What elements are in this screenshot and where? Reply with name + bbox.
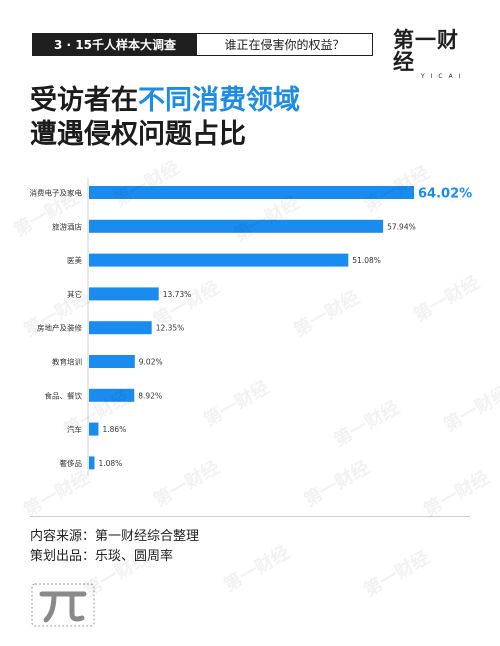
yicai-logo: 第一财经 YICAI [393,29,473,80]
value-label: 57.94% [387,222,416,231]
title-line2: 遭遇侵权问题占比 [30,119,246,150]
value-label: 8.92% [138,391,162,400]
watermark-text: 第一财经 [360,547,434,602]
category-label: 汽车 [67,424,82,434]
bar [89,422,99,436]
pi-icon [30,582,96,628]
bar [89,321,152,335]
category-label: 教育培训 [52,357,82,367]
value-label: 64.02% [418,187,472,202]
source-text: 内容来源：第一财经综合整理 [30,529,200,544]
category-label: 其它 [67,289,82,299]
topic-banner: 3 · 15千人样本大调查 谁正在侵害你的权益？ [32,33,373,56]
question-tag: 谁正在侵害你的权益？ [224,38,345,52]
value-label: 12.35% [156,324,185,333]
survey-tag: 3 · 15千人样本大调查 [33,34,197,55]
bar-chart-svg: 消费电子及家电 64.02% 旅游酒店 57.94% 医美 51.08% 其它 13.73% 房… [30,178,472,476]
category-label: 消费电子及家电 [30,188,83,198]
value-label: 1.08% [98,459,122,468]
value-label: 1.86% [102,425,126,434]
category-label: 奢侈品 [60,458,83,468]
category-label: 食品、餐饮 [45,390,83,400]
bar [89,287,159,301]
footer-divider [30,516,470,517]
watermark-text: 第一财经 [220,542,294,597]
bar-chart: 消费电子及家电 64.02% 旅游酒店 57.94% 医美 51.08% 其它 13.73% 房… [0,178,500,478]
bar [89,253,349,267]
bar [89,355,135,368]
category-label: 医美 [67,255,82,265]
bar [89,388,135,402]
category-label: 房地产及装修 [37,323,82,333]
value-label: 13.73% [163,290,192,299]
category-label: 旅游酒店 [52,221,82,231]
bar [89,219,384,233]
page-title: 受访者在不同消费领域 遭遇侵权问题占比 [30,84,300,152]
producer-text: 策划出品：乐琰、圆周率 [30,549,174,564]
bar [89,456,95,470]
title-highlight: 不同消费领域 [138,85,300,116]
value-label: 51.08% [352,256,381,265]
source-block: 内容来源：第一财经综合整理 策划出品：乐琰、圆周率 [30,527,199,567]
value-label: 9.02% [139,358,163,367]
bar [89,186,414,199]
logo-text-cn: 第一财经 [393,28,459,74]
logo-text-en: YICAI [421,73,467,80]
title-prefix: 受访者在 [30,85,138,116]
